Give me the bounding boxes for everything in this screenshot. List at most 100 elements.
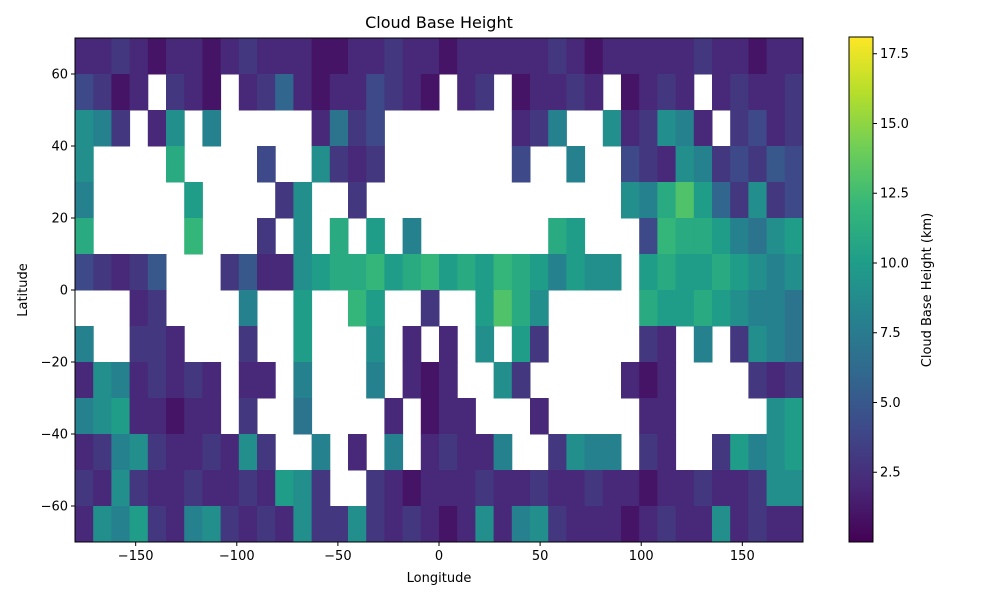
heatmap-cell (366, 290, 385, 327)
heatmap-cell (293, 218, 313, 255)
heatmap-cell (784, 182, 804, 219)
heatmap-cell (475, 290, 495, 327)
heatmap-cell (311, 74, 331, 111)
heatmap-cell (639, 74, 658, 111)
heatmap-cell (675, 506, 695, 543)
heatmap-cell (184, 470, 203, 507)
heatmap-cell (621, 38, 640, 75)
heatmap-cell (75, 434, 94, 471)
heatmap-cell (566, 218, 586, 255)
heatmap-cell (93, 362, 112, 399)
heatmap-cell (675, 110, 695, 147)
heatmap-cell (475, 38, 495, 75)
heatmap-cell (530, 506, 549, 543)
heatmap-cell (548, 38, 567, 75)
heatmap-cell (748, 434, 768, 471)
heatmap-cell (675, 254, 695, 291)
heatmap-cell (166, 38, 185, 75)
heatmap-cell (420, 38, 440, 75)
heatmap-cell (584, 254, 604, 291)
heatmap-cell (220, 254, 240, 291)
heatmap-cell (784, 110, 804, 147)
heatmap-cell (348, 38, 367, 75)
heatmap-cell (748, 470, 768, 507)
heatmap-cell (384, 434, 404, 471)
heatmap-cell (166, 398, 185, 435)
heatmap-cell (166, 326, 185, 363)
heatmap-cell (129, 362, 149, 399)
heatmap-cell (147, 470, 167, 507)
heatmap-cell (75, 218, 94, 255)
heatmap-cell (493, 254, 513, 291)
heatmap-cell (275, 254, 294, 291)
heatmap-cell (657, 398, 677, 435)
heatmap-cell (238, 254, 258, 291)
heatmap-cell (730, 506, 749, 543)
heatmap-cell (693, 470, 713, 507)
heatmap-cell (457, 398, 476, 435)
heatmap-cell (530, 326, 549, 363)
heatmap-cell (202, 506, 222, 543)
heatmap-cell (566, 470, 586, 507)
heatmap-cell (566, 254, 586, 291)
heatmap-cell (766, 146, 786, 183)
heatmap-cell (420, 74, 440, 111)
heatmap-cell (202, 470, 222, 507)
heatmap-cell (348, 182, 367, 219)
heatmap-cell (111, 362, 131, 399)
heatmap-cell (384, 38, 404, 75)
heatmap-cell (657, 326, 677, 363)
x-tick-label: −150 (118, 549, 154, 564)
heatmap-cell (511, 74, 531, 111)
y-axis-label: Latitude (16, 263, 31, 317)
colorbar-tick-label: 15.0 (880, 117, 909, 132)
x-tick-label: 50 (532, 549, 549, 564)
heatmap-cell (329, 146, 349, 183)
heatmap-cell (639, 506, 658, 543)
colorbar-label: Cloud Base Height (km) (920, 213, 935, 368)
heatmap-cell (639, 470, 658, 507)
heatmap-cell (384, 506, 404, 543)
heatmap-cell (712, 38, 731, 75)
heatmap-cell (584, 38, 604, 75)
heatmap-cell (530, 290, 549, 327)
heatmap-cell (657, 362, 677, 399)
heatmap-cell (475, 254, 495, 291)
heatmap-cell (166, 362, 185, 399)
heatmap-cell (275, 74, 294, 111)
heatmap-cell (348, 254, 367, 291)
heatmap-cell (402, 38, 422, 75)
heatmap-cell (75, 38, 94, 75)
heatmap-cell (493, 362, 513, 399)
heatmap-cell (639, 326, 658, 363)
heatmap-cell (693, 254, 713, 291)
heatmap-cell (766, 470, 786, 507)
heatmap-cell (75, 74, 94, 111)
heatmap-cell (639, 254, 658, 291)
heatmap-cell (238, 74, 258, 111)
heatmap-cell (348, 74, 367, 111)
heatmap-cell (202, 38, 222, 75)
heatmap-cell (475, 506, 495, 543)
heatmap-cell (639, 362, 658, 399)
heatmap-cell (275, 506, 294, 543)
heatmap-cell (566, 506, 586, 543)
heatmap-cell (712, 218, 731, 255)
heatmap-cell (712, 470, 731, 507)
heatmap-cell (75, 182, 94, 219)
heatmap-cell (621, 146, 640, 183)
heatmap-cell (93, 506, 112, 543)
heatmap-cell (329, 506, 349, 543)
heatmap-cell (275, 470, 294, 507)
heatmap-cell (766, 434, 786, 471)
heatmap-cell (748, 146, 768, 183)
heatmap-cell (730, 38, 749, 75)
heatmap-cell (129, 506, 149, 543)
heatmap-cell (784, 506, 804, 543)
heatmap-cell (293, 38, 313, 75)
heatmap-cell (420, 362, 440, 399)
heatmap-cell (712, 290, 731, 327)
heatmap-cell (748, 362, 768, 399)
heatmap-cell (329, 218, 349, 255)
heatmap-cell (420, 470, 440, 507)
